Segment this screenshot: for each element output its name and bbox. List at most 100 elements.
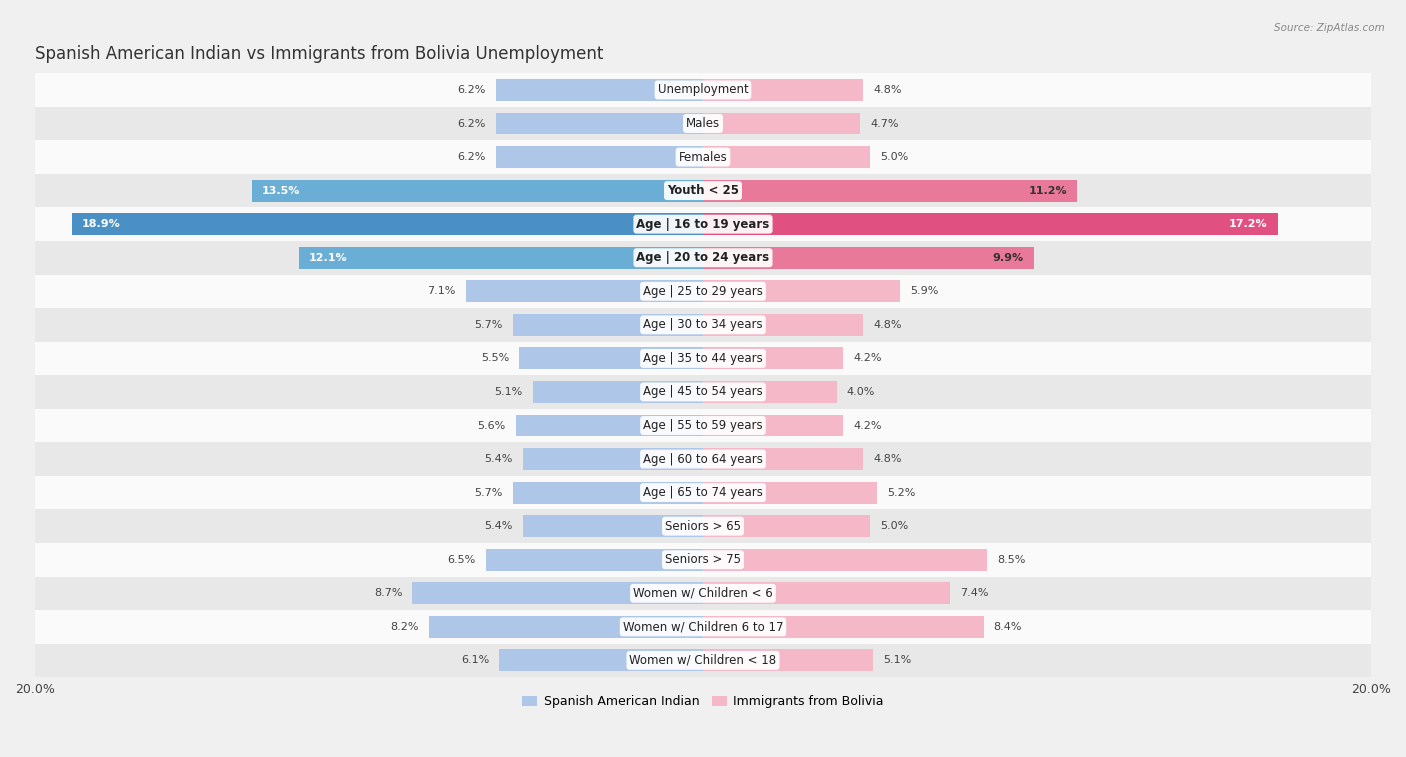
Text: 6.1%: 6.1%: [461, 656, 489, 665]
Bar: [35, 341, 1371, 375]
Bar: [516, 415, 703, 436]
Bar: [35, 140, 1371, 174]
Bar: [703, 448, 863, 470]
Bar: [703, 381, 837, 403]
Text: 6.2%: 6.2%: [457, 119, 486, 129]
Text: 4.2%: 4.2%: [853, 354, 882, 363]
Text: 13.5%: 13.5%: [262, 185, 301, 195]
Bar: [703, 280, 900, 302]
Bar: [703, 247, 1033, 269]
Bar: [703, 113, 860, 135]
Bar: [703, 213, 1278, 235]
Bar: [703, 314, 863, 336]
Bar: [703, 146, 870, 168]
Legend: Spanish American Indian, Immigrants from Bolivia: Spanish American Indian, Immigrants from…: [517, 690, 889, 713]
Bar: [703, 650, 873, 671]
Bar: [429, 616, 703, 637]
Text: 4.2%: 4.2%: [853, 420, 882, 431]
Text: Age | 65 to 74 years: Age | 65 to 74 years: [643, 486, 763, 499]
Text: 5.0%: 5.0%: [880, 521, 908, 531]
Text: 7.4%: 7.4%: [960, 588, 988, 598]
Text: Age | 16 to 19 years: Age | 16 to 19 years: [637, 218, 769, 231]
Bar: [35, 509, 1371, 543]
Text: 5.1%: 5.1%: [495, 387, 523, 397]
Text: Males: Males: [686, 117, 720, 130]
Bar: [496, 79, 703, 101]
Bar: [465, 280, 703, 302]
Text: 5.5%: 5.5%: [481, 354, 509, 363]
Text: Age | 45 to 54 years: Age | 45 to 54 years: [643, 385, 763, 398]
Bar: [703, 516, 870, 537]
Bar: [703, 481, 877, 503]
Bar: [35, 610, 1371, 643]
Text: Age | 60 to 64 years: Age | 60 to 64 years: [643, 453, 763, 466]
Text: 5.6%: 5.6%: [478, 420, 506, 431]
Bar: [35, 442, 1371, 476]
Text: Females: Females: [679, 151, 727, 164]
Text: Women w/ Children < 18: Women w/ Children < 18: [630, 654, 776, 667]
Bar: [252, 179, 703, 201]
Text: Seniors > 65: Seniors > 65: [665, 519, 741, 533]
Bar: [496, 146, 703, 168]
Bar: [523, 516, 703, 537]
Text: 7.1%: 7.1%: [427, 286, 456, 296]
Text: 5.4%: 5.4%: [484, 521, 513, 531]
Text: Age | 20 to 24 years: Age | 20 to 24 years: [637, 251, 769, 264]
Text: Age | 35 to 44 years: Age | 35 to 44 years: [643, 352, 763, 365]
Text: 4.0%: 4.0%: [846, 387, 875, 397]
Text: 12.1%: 12.1%: [309, 253, 347, 263]
Text: 8.5%: 8.5%: [997, 555, 1025, 565]
Bar: [519, 347, 703, 369]
Bar: [35, 375, 1371, 409]
Bar: [35, 107, 1371, 140]
Bar: [499, 650, 703, 671]
Bar: [513, 481, 703, 503]
Text: 4.8%: 4.8%: [873, 85, 901, 95]
Bar: [299, 247, 703, 269]
Text: 5.1%: 5.1%: [883, 656, 911, 665]
Text: Women w/ Children 6 to 17: Women w/ Children 6 to 17: [623, 620, 783, 634]
Text: 5.4%: 5.4%: [484, 454, 513, 464]
Text: 4.8%: 4.8%: [873, 454, 901, 464]
Text: 11.2%: 11.2%: [1028, 185, 1067, 195]
Text: Women w/ Children < 6: Women w/ Children < 6: [633, 587, 773, 600]
Bar: [703, 415, 844, 436]
Text: 5.2%: 5.2%: [887, 488, 915, 497]
Bar: [703, 616, 984, 637]
Text: 17.2%: 17.2%: [1229, 220, 1268, 229]
Text: Age | 55 to 59 years: Age | 55 to 59 years: [643, 419, 763, 432]
Bar: [703, 179, 1077, 201]
Bar: [703, 549, 987, 571]
Bar: [486, 549, 703, 571]
Bar: [533, 381, 703, 403]
Bar: [35, 207, 1371, 241]
Text: 4.8%: 4.8%: [873, 320, 901, 330]
Bar: [35, 543, 1371, 577]
Text: 9.9%: 9.9%: [993, 253, 1024, 263]
Text: 5.9%: 5.9%: [910, 286, 938, 296]
Text: Age | 30 to 34 years: Age | 30 to 34 years: [643, 319, 763, 332]
Bar: [35, 409, 1371, 442]
Text: 6.5%: 6.5%: [447, 555, 475, 565]
Bar: [703, 347, 844, 369]
Bar: [35, 643, 1371, 678]
Text: 8.7%: 8.7%: [374, 588, 402, 598]
Bar: [35, 241, 1371, 275]
Text: Unemployment: Unemployment: [658, 83, 748, 96]
Bar: [703, 582, 950, 604]
Text: Spanish American Indian vs Immigrants from Bolivia Unemployment: Spanish American Indian vs Immigrants fr…: [35, 45, 603, 64]
Bar: [35, 73, 1371, 107]
Text: 5.0%: 5.0%: [880, 152, 908, 162]
Text: 6.2%: 6.2%: [457, 85, 486, 95]
Bar: [35, 174, 1371, 207]
Bar: [72, 213, 703, 235]
Text: Age | 25 to 29 years: Age | 25 to 29 years: [643, 285, 763, 298]
Text: 8.4%: 8.4%: [994, 621, 1022, 632]
Text: 4.7%: 4.7%: [870, 119, 898, 129]
Text: 5.7%: 5.7%: [474, 488, 502, 497]
Bar: [35, 476, 1371, 509]
Text: 6.2%: 6.2%: [457, 152, 486, 162]
Bar: [412, 582, 703, 604]
Bar: [35, 577, 1371, 610]
Bar: [496, 113, 703, 135]
